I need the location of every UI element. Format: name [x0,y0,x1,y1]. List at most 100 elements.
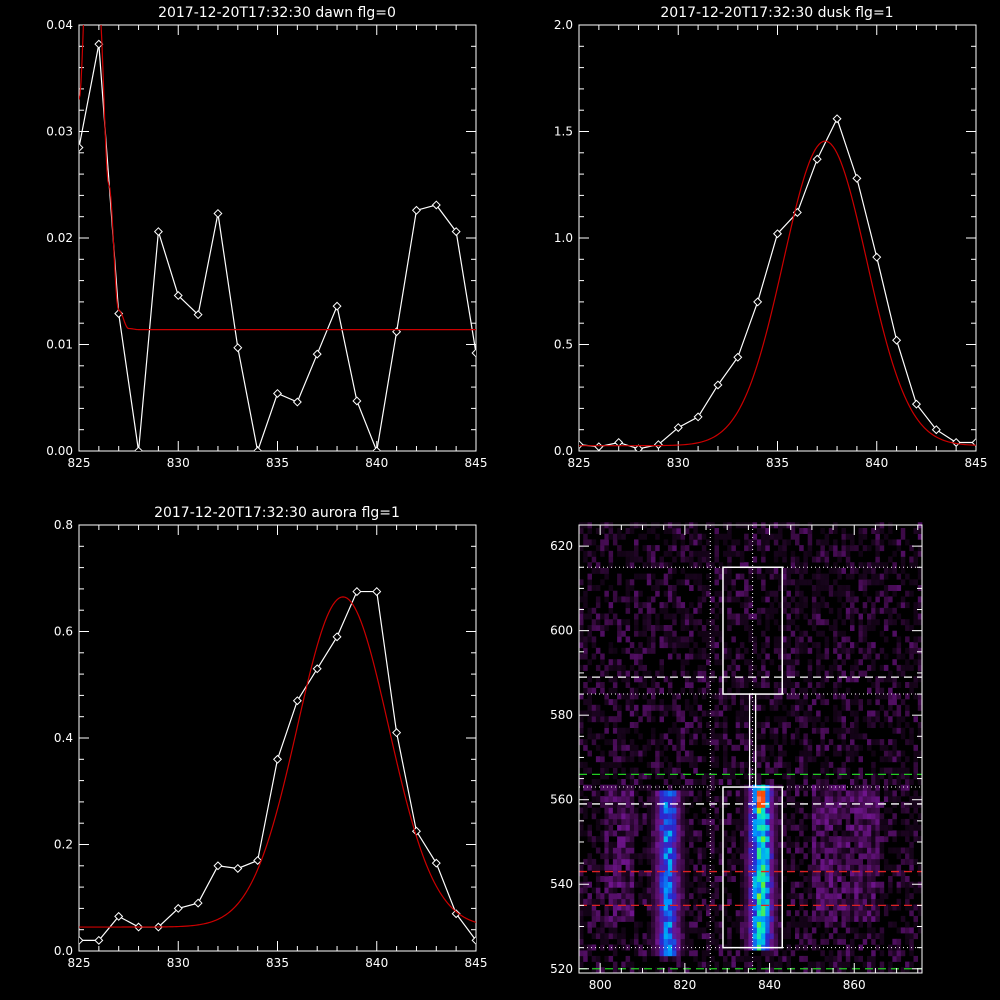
heatmap-cell [769,573,775,580]
heatmap-cell [748,744,753,751]
heatmap-cell [608,790,614,797]
heatmap-cell [782,790,787,797]
heatmap-cell [782,545,787,552]
heatmap-cell [790,898,796,905]
box-connector [748,693,757,788]
heatmap-cell [833,893,838,900]
heatmap-cell [744,904,749,911]
heatmap-cell [655,853,660,860]
heatmap-cell [617,967,622,974]
heatmap-cell [676,727,681,734]
heatmap-cell [612,853,618,860]
y-tick-label: 0.6 [54,625,73,639]
heatmap-cell [875,915,880,922]
y-tick-label: 560 [550,793,573,807]
heatmap-cell [761,556,766,563]
heatmap-cell [744,716,749,723]
heatmap-cell [778,528,783,534]
heatmap-cell [778,813,783,820]
heatmap-cell [913,613,918,620]
heatmap-cell [862,881,868,888]
heatmap-cell [706,636,711,643]
heatmap-cell [651,550,656,557]
heatmap-cell [659,955,664,962]
heatmap-cell [875,693,880,700]
heatmap-cell [617,739,622,746]
heatmap-cell [655,841,660,848]
heatmap-cell [803,647,808,654]
heatmap-cell [680,744,686,751]
heatmap-cell [595,881,601,888]
heatmap-cell [714,545,719,552]
heatmap-cell [756,722,762,728]
heatmap-cell [697,830,703,837]
heatmap-cell [604,933,609,940]
heatmap-cell [659,858,664,865]
heatmap-cell [646,921,652,928]
heatmap-cell [714,613,719,620]
heatmap-cell [625,670,631,677]
heatmap-cell [655,858,660,865]
heatmap-cell [845,864,851,871]
heatmap-cell [765,836,770,843]
heatmap-cell [837,955,842,962]
heatmap-cell [651,556,656,563]
heatmap-cell [689,881,694,888]
heatmap-cell [591,619,597,626]
heatmap-cell [667,824,673,831]
heatmap-cell [727,858,732,865]
heatmap-cell [672,727,677,734]
heatmap-cell [854,807,859,814]
heatmap-cell [786,625,791,631]
heatmap-cell [799,699,804,706]
heatmap-cell [684,893,690,900]
heatmap-cell [879,545,885,552]
heatmap-cell [608,801,614,808]
heatmap-cell [811,619,817,626]
heatmap-cell [646,602,652,609]
heatmap-cell [871,887,876,894]
heatmap-cell [850,590,855,597]
heatmap-cell [612,858,618,865]
heatmap-cell [773,853,779,860]
heatmap-cell [816,567,821,574]
heatmap-cell [824,824,830,831]
heatmap-cell [595,807,601,814]
heatmap-cell [739,847,745,854]
heatmap-cell [651,796,656,803]
heatmap-cell [744,967,749,974]
heatmap-cell [913,756,918,763]
heatmap-cell [807,915,813,922]
heatmap-cell [735,573,741,580]
heatmap-cell [583,596,588,603]
heatmap-cell [684,607,690,614]
heatmap-cell [883,904,889,911]
heatmap-cell [697,687,703,694]
heatmap-cell [837,596,842,603]
heatmap-cell [676,750,681,757]
data-point [911,399,921,409]
heatmap-cell [888,767,893,774]
heatmap-cell [651,676,656,683]
heatmap-cell [756,528,762,534]
heatmap-cell [795,824,800,831]
heatmap-cell [854,818,859,825]
heatmap-cell [744,539,749,546]
heatmap-cell [727,528,732,534]
heatmap-cell [828,921,834,928]
heatmap-cell [816,716,821,723]
heatmap-cell [634,938,639,945]
heatmap-cell [790,687,796,694]
heatmap-cell [680,659,686,666]
heatmap-cell [638,893,643,900]
heatmap-cell [765,619,770,626]
heatmap-cell [642,710,647,717]
heatmap-cell [816,853,821,860]
heatmap-cell [710,898,715,905]
heatmap-cell [820,950,825,957]
heatmap-cell [748,602,753,609]
data-point [431,858,441,868]
heatmap-cell [803,887,808,894]
heatmap-cell [680,938,686,945]
heatmap-cell [672,847,677,854]
